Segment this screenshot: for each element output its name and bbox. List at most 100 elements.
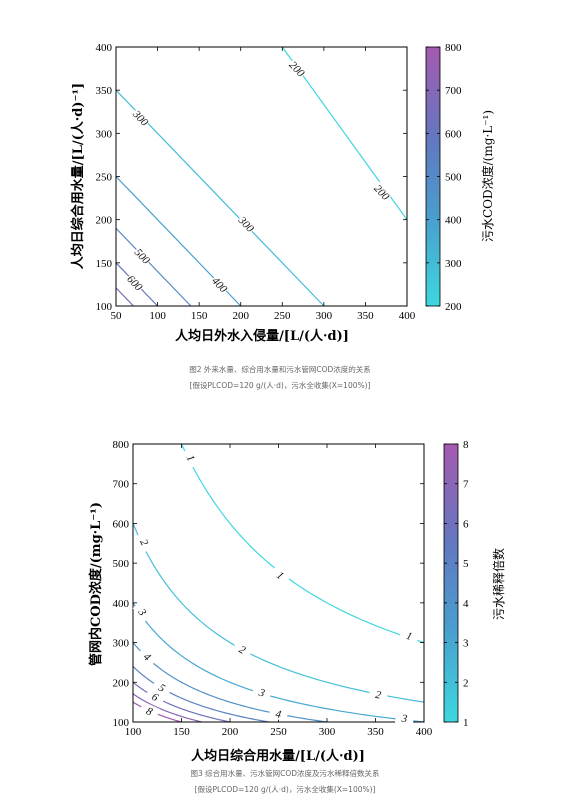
colorbar-tick-label: 800 [445, 42, 462, 54]
y-tick-label: 300 [96, 128, 113, 140]
contour-label: 4 [274, 708, 282, 721]
chart-2-ticks: 100 150 200 250 300 350 400 100 200 300 400 500 600 7… [113, 439, 433, 738]
chart-2-colorbar [443, 443, 459, 723]
contour-label-bg [132, 245, 154, 267]
contour-label-bg [368, 686, 389, 702]
chart-1: 50 100 150 200 250 300 350 40010015020025030035… [70, 42, 495, 390]
y-tick-label: 700 [113, 479, 130, 491]
contour-label-bg [269, 564, 292, 586]
contour-line [115, 287, 134, 307]
contour-line [132, 642, 328, 723]
y-tick-label: 350 [96, 85, 113, 97]
colorbar-tick-label: 700 [445, 85, 462, 97]
chart-2-x-axis-label: 人均日综合用水量/[L/(人·d)] [191, 748, 365, 764]
colorbar-tick-label: 7 [463, 479, 469, 491]
chart-1-contours [115, 46, 408, 307]
x-tick-label: 350 [357, 310, 374, 322]
x-tick-label: 150 [191, 310, 208, 322]
contour-label: 3 [400, 713, 408, 726]
chart-1-plot-area [115, 46, 408, 307]
contour-label: 2 [137, 537, 150, 548]
contour-label-bg [135, 531, 155, 553]
y-tick-label: 300 [113, 638, 130, 650]
contour-label-bg [286, 57, 308, 80]
colorbar-tick-label: 400 [445, 215, 462, 227]
contour-label-bg [394, 711, 415, 726]
colorbar-tick-label: 3 [463, 638, 469, 650]
chart-2-caption-line-2: [假设PLCOD=120 g/(人·d)，污水全收集(X=100%)] [195, 784, 376, 794]
contour-line [115, 227, 192, 307]
contour-line [180, 443, 425, 644]
chart-2-colorbar-ticks: 1 2 3 4 5 6 7 8 [444, 439, 469, 729]
x-tick-label: 400 [416, 726, 433, 738]
x-tick-label: 100 [125, 726, 142, 738]
colorbar-tick-label: 2 [463, 677, 469, 689]
contour-label: 1 [405, 630, 414, 643]
chart-1-ticks: 50 100 150 200 250 300 350 40010015020025030035… [96, 42, 416, 322]
contour-label: 200 [371, 183, 391, 204]
contour-label: 1 [184, 453, 197, 463]
colorbar-tick-label: 300 [445, 258, 462, 270]
chart-1-colorbar-ticks: 200 300 400 500 600 700 800 [426, 42, 462, 313]
x-tick-label: 300 [316, 310, 333, 322]
chart-1-caption-line-1: 图2 外来水量、综合用水量和污水管网COD浓度的关系 [189, 364, 371, 374]
contour-label-bg [371, 181, 393, 203]
contour-label-bg [144, 687, 167, 707]
y-tick-label: 400 [113, 598, 130, 610]
y-tick-label: 400 [96, 42, 113, 54]
contour-label-bg [132, 601, 153, 623]
colorbar-tick-label: 1 [463, 717, 469, 729]
y-tick-label: 600 [113, 518, 130, 530]
y-tick-label: 100 [96, 301, 113, 313]
chart-2-y-axis-label: 管网内COD浓度/(mg·L⁻¹) [88, 502, 104, 666]
chart-2: 100 150 200 250 300 350 400 100 200 300 400 500 600 7… [88, 439, 506, 794]
contour-label-bg [181, 447, 201, 469]
contour-label: 300 [129, 108, 150, 129]
contour-label-bg [209, 273, 231, 296]
contour-label-bg [399, 626, 420, 644]
contour-line [132, 523, 425, 703]
x-tick-label: 250 [274, 310, 291, 322]
x-tick-label: 250 [270, 726, 287, 738]
contour-label-bg [268, 706, 289, 722]
x-tick-label: 300 [319, 726, 336, 738]
contour-label-bg [124, 272, 146, 294]
colorbar-tick-label: 6 [463, 518, 469, 530]
y-tick-label: 500 [113, 558, 130, 570]
chart-2-plot-area [132, 443, 425, 723]
y-tick-label: 200 [96, 215, 113, 227]
contour-label: 8 [144, 705, 154, 718]
contour-line [132, 602, 425, 723]
colorbar-tick-label: 5 [463, 558, 469, 570]
contour-line [132, 693, 203, 723]
x-tick-label: 200 [232, 310, 249, 322]
contour-line [115, 89, 325, 307]
colorbar-tick-label: 600 [445, 128, 462, 140]
contour-label: 2 [374, 689, 382, 702]
contour-label-bg [235, 213, 258, 235]
y-tick-label: 100 [113, 717, 130, 729]
colorbar-tick-label: 4 [463, 598, 469, 610]
contour-label: 1 [274, 569, 286, 582]
contour-label: 2 [237, 644, 248, 657]
x-tick-label: 50 [111, 310, 123, 322]
contour-label-bg [130, 107, 152, 129]
contour-label-bg [151, 677, 173, 698]
chart-2-colorbar-label: 污水稀释倍数 [491, 548, 506, 620]
x-tick-label: 100 [149, 310, 166, 322]
y-tick-label: 150 [96, 258, 113, 270]
chart-1-x-axis-label: 人均日外水入侵量/[L/(人·d)] [175, 328, 349, 344]
contour-label-bg [136, 645, 159, 668]
contour-label: 500 [132, 247, 152, 268]
colorbar-tick-label: 500 [445, 172, 462, 184]
contour-label: 600 [124, 273, 144, 294]
y-tick-label: 200 [113, 677, 130, 689]
colorbar-tick-label: 200 [445, 301, 462, 313]
x-tick-label: 200 [222, 726, 239, 738]
contour-label: 3 [256, 686, 266, 700]
y-tick-label: 800 [113, 439, 130, 451]
chart-1-colorbar-label: 污水COD浓度/(mg·L⁻¹) [480, 110, 495, 242]
